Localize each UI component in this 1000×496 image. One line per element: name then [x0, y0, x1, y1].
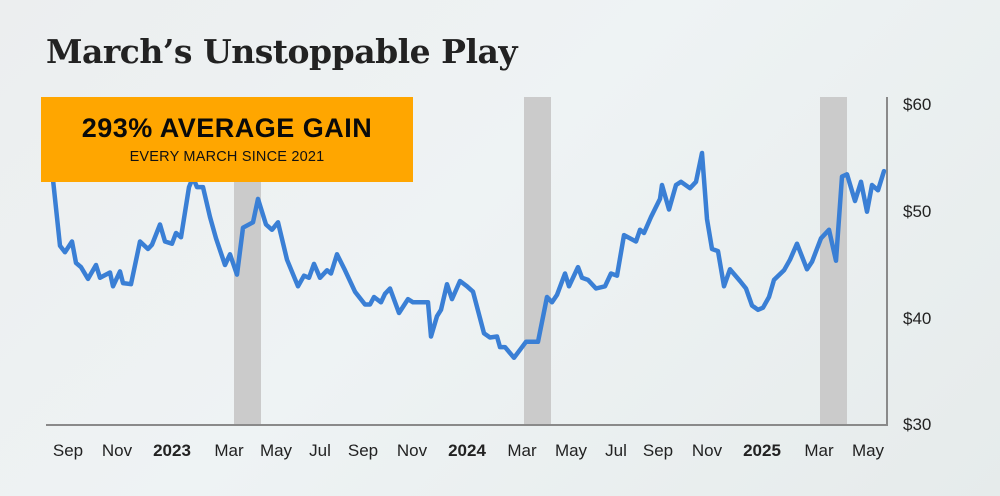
- x-tick-label: Mar: [507, 441, 537, 460]
- chart-title: March’s Unstoppable Play: [46, 32, 518, 71]
- x-tick-label: Sep: [347, 441, 379, 460]
- y-tick-50: $50: [903, 202, 932, 221]
- y-tick-40: $40: [903, 309, 932, 328]
- x-tick-label: 2025: [743, 441, 781, 460]
- badge-headline: 293% AVERAGE GAIN: [81, 113, 373, 143]
- x-tick-label: May: [259, 441, 293, 460]
- x-tick-label: Nov: [101, 441, 133, 460]
- x-tick-label: Mar: [214, 441, 244, 460]
- x-tick-label: Jul: [605, 441, 627, 460]
- x-tick-label: Nov: [691, 441, 723, 460]
- march-band: [524, 97, 551, 425]
- x-tick-label: 2024: [448, 441, 486, 460]
- average-gain-badge: 293% AVERAGE GAIN EVERY MARCH SINCE 2021: [41, 97, 413, 182]
- badge-subline: EVERY MARCH SINCE 2021: [129, 149, 325, 165]
- price-line: [43, 150, 887, 361]
- y-tick-30: $30: [903, 415, 932, 434]
- y-tick-60: $60: [903, 95, 932, 114]
- x-tick-label: Sep: [52, 441, 84, 460]
- march-band: [820, 97, 847, 425]
- x-tick-label: Sep: [642, 441, 674, 460]
- x-tick-label: 2023: [153, 441, 191, 460]
- x-tick-label: Nov: [396, 441, 428, 460]
- x-tick-label: May: [851, 441, 885, 460]
- x-tick-label: Mar: [804, 441, 834, 460]
- x-tick-label: Jul: [309, 441, 331, 460]
- x-tick-label: May: [554, 441, 588, 460]
